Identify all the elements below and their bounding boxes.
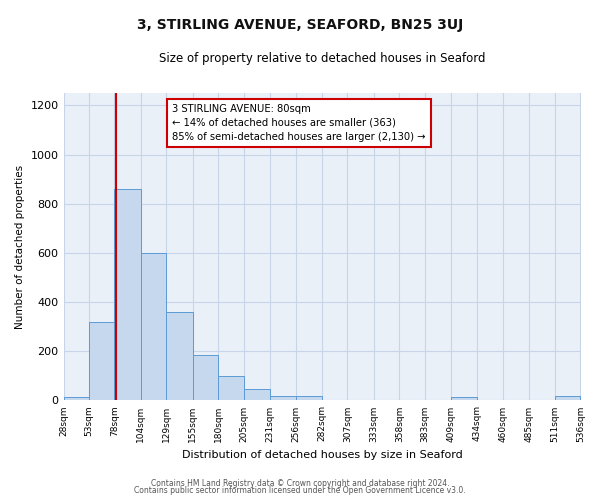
X-axis label: Distribution of detached houses by size in Seaford: Distribution of detached houses by size … [182, 450, 463, 460]
Y-axis label: Number of detached properties: Number of detached properties [15, 164, 25, 329]
Text: Contains HM Land Registry data © Crown copyright and database right 2024.: Contains HM Land Registry data © Crown c… [151, 478, 449, 488]
Text: 3, STIRLING AVENUE, SEAFORD, BN25 3UJ: 3, STIRLING AVENUE, SEAFORD, BN25 3UJ [137, 18, 463, 32]
Bar [193, 355, 218, 401]
Bar [296, 396, 322, 400]
Bar [451, 396, 477, 400]
Bar [555, 396, 580, 400]
Bar [141, 253, 166, 400]
Bar [64, 396, 89, 400]
Text: 3 STIRLING AVENUE: 80sqm
← 14% of detached houses are smaller (363)
85% of semi-: 3 STIRLING AVENUE: 80sqm ← 14% of detach… [172, 104, 425, 142]
Bar [166, 312, 193, 400]
Bar [218, 376, 244, 400]
Bar [244, 390, 270, 400]
Text: Contains public sector information licensed under the Open Government Licence v3: Contains public sector information licen… [134, 486, 466, 495]
Bar [115, 189, 141, 400]
Bar [270, 396, 296, 400]
Title: Size of property relative to detached houses in Seaford: Size of property relative to detached ho… [159, 52, 485, 66]
Bar [89, 322, 115, 400]
